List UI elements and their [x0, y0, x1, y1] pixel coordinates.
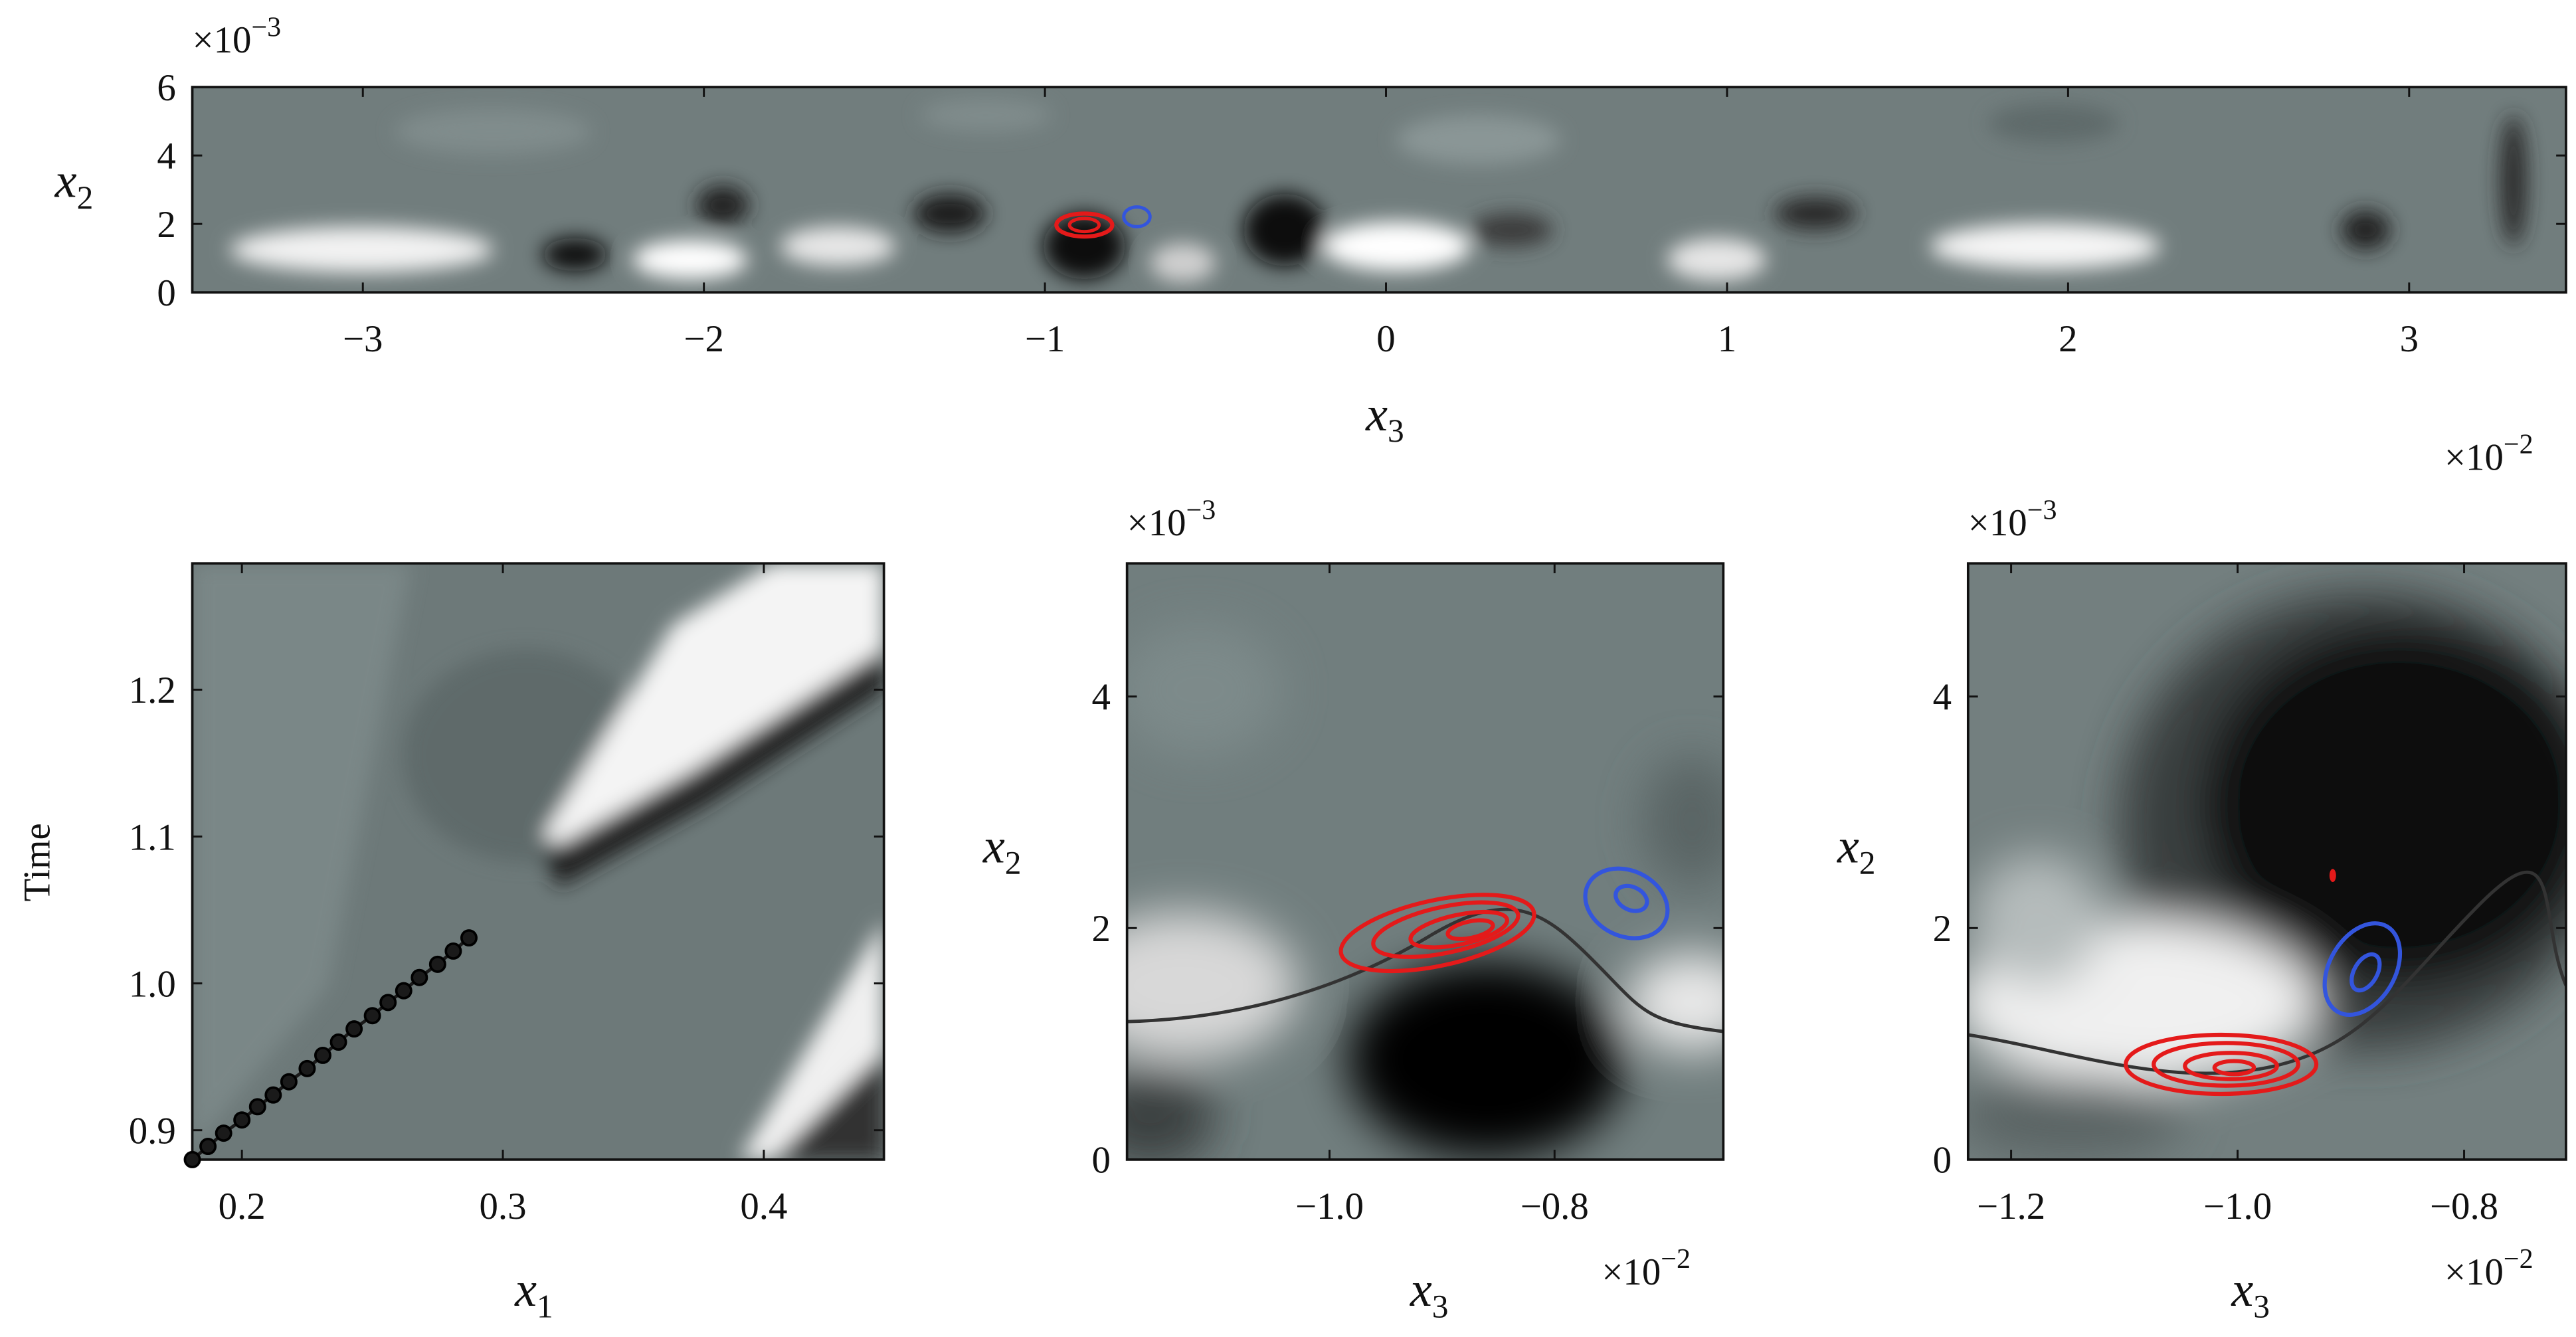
axis-label: Time: [16, 823, 58, 901]
scatter-point: [314, 1046, 331, 1064]
axis-label: x2: [1837, 819, 1876, 881]
plot-frame: [191, 562, 885, 1161]
axis-label-subscript: 2: [77, 179, 94, 216]
axis-multiplier: ×10−3: [1127, 495, 1216, 544]
contour-field: [1968, 563, 2566, 1160]
plot-frame: [191, 86, 2567, 294]
y-tick-label: 1.1: [129, 816, 176, 858]
axis-multiplier: ×10−2: [2444, 430, 2533, 479]
axis-label-subscript: 3: [2253, 1288, 2270, 1324]
multiplier-base: ×10: [1127, 502, 1186, 544]
axis-label-symbol: x: [982, 819, 1005, 873]
axis-label-subscript: 3: [1388, 412, 1404, 449]
contour-field: [192, 87, 2566, 293]
axis-multiplier: ×10−3: [1968, 495, 2057, 544]
x-tick-label: −1: [1025, 318, 1065, 360]
multiplier-exponent: −3: [1186, 495, 1216, 525]
multiplier-exponent: −3: [2027, 495, 2057, 525]
axis-label: x2: [54, 154, 94, 216]
axis-label-symbol: x: [1837, 819, 1859, 873]
y-tick-label: 4: [1091, 676, 1110, 718]
x-tick-label: −3: [343, 318, 383, 360]
y-tick-label: 4: [157, 135, 175, 177]
x-tick-label: −1.0: [1295, 1186, 1364, 1227]
scatter-point: [379, 994, 397, 1012]
x-tick-label: 0: [1376, 318, 1395, 360]
multiplier-base: ×10: [1602, 1251, 1661, 1293]
multiplier-exponent: −2: [1661, 1244, 1691, 1275]
axis-label: x1: [514, 1263, 553, 1324]
scatter-point: [183, 1150, 201, 1168]
axis-multiplier: ×10−2: [1602, 1244, 1691, 1293]
contour-field: [1127, 563, 1724, 1160]
axis-label-subscript: 1: [537, 1288, 553, 1324]
y-tick-label: 6: [157, 67, 175, 109]
y-tick-label: 1.0: [129, 963, 176, 1005]
y-tick-label: 4: [1933, 676, 1952, 718]
scatter-point: [233, 1111, 251, 1129]
x-tick-label: 0.2: [219, 1186, 266, 1227]
axis-label-symbol: x: [1410, 1263, 1432, 1317]
x-tick-label: −0.8: [1520, 1186, 1589, 1227]
axis-label-subscript: 3: [1432, 1288, 1449, 1324]
y-tick-label: 2: [157, 204, 175, 246]
axis-label-subscript: 2: [1859, 845, 1876, 881]
x-tick-label: 0.3: [480, 1186, 527, 1227]
y-tick-label: 0: [1933, 1140, 1952, 1182]
scatter-point: [428, 955, 446, 973]
axis-label-symbol: x: [1365, 387, 1388, 442]
plot-frame: [1125, 562, 1725, 1161]
scatter-point: [444, 942, 462, 960]
y-tick-label: 2: [1091, 908, 1110, 950]
x-tick-label: 3: [2400, 318, 2419, 360]
scatter-point: [460, 929, 478, 947]
multiplier-exponent: −3: [251, 12, 281, 43]
scatter-point: [199, 1138, 217, 1156]
axis-multiplier: ×10−2: [2444, 1244, 2533, 1293]
y-tick-label: 1.2: [129, 669, 176, 711]
multiplier-base: ×10: [2444, 1251, 2504, 1293]
x-tick-label: −1.0: [2203, 1186, 2272, 1227]
axis-label-symbol: x: [514, 1263, 537, 1317]
scatter-point: [248, 1098, 266, 1116]
scatter-point: [215, 1124, 232, 1142]
x-tick-label: 1: [1718, 318, 1736, 360]
scatter-point: [280, 1073, 298, 1091]
y-tick-label: 0: [1091, 1140, 1110, 1182]
y-tick-label: 0.9: [129, 1110, 176, 1152]
scatter-point: [395, 982, 413, 1000]
scatter-point: [345, 1020, 363, 1038]
axis-label-symbol: x: [2231, 1263, 2253, 1317]
axis-label: x2: [982, 819, 1022, 881]
multiplier-base: ×10: [1968, 502, 2027, 544]
axis-label: x3: [2231, 1263, 2270, 1324]
scatter-point: [264, 1086, 282, 1104]
x-tick-label: −1.2: [1977, 1186, 2045, 1227]
x-tick-label: −0.8: [2430, 1186, 2498, 1227]
scatter-point: [411, 968, 428, 986]
contour-field: [192, 563, 884, 1160]
multiplier-exponent: −2: [2504, 430, 2533, 460]
axis-multiplier: ×10−3: [193, 12, 282, 61]
y-tick-label: 0: [157, 272, 175, 314]
axis-label-symbol: x: [54, 154, 77, 209]
axis-label-subscript: 2: [1005, 845, 1022, 881]
multiplier-base: ×10: [193, 19, 252, 61]
multiplier-exponent: −2: [2504, 1244, 2533, 1275]
x-tick-label: 0.4: [740, 1186, 787, 1227]
x-tick-label: −2: [684, 318, 724, 360]
scatter-point: [298, 1059, 316, 1077]
axis-label: x3: [1410, 1263, 1449, 1324]
scatter-point: [329, 1033, 347, 1051]
plot-frame: [1966, 562, 2567, 1161]
multiplier-base: ×10: [2444, 436, 2504, 478]
y-tick-label: 2: [1933, 908, 1952, 950]
axis-label: x3: [1365, 387, 1404, 449]
x-tick-label: 2: [2059, 318, 2077, 360]
scatter-point: [363, 1007, 381, 1025]
